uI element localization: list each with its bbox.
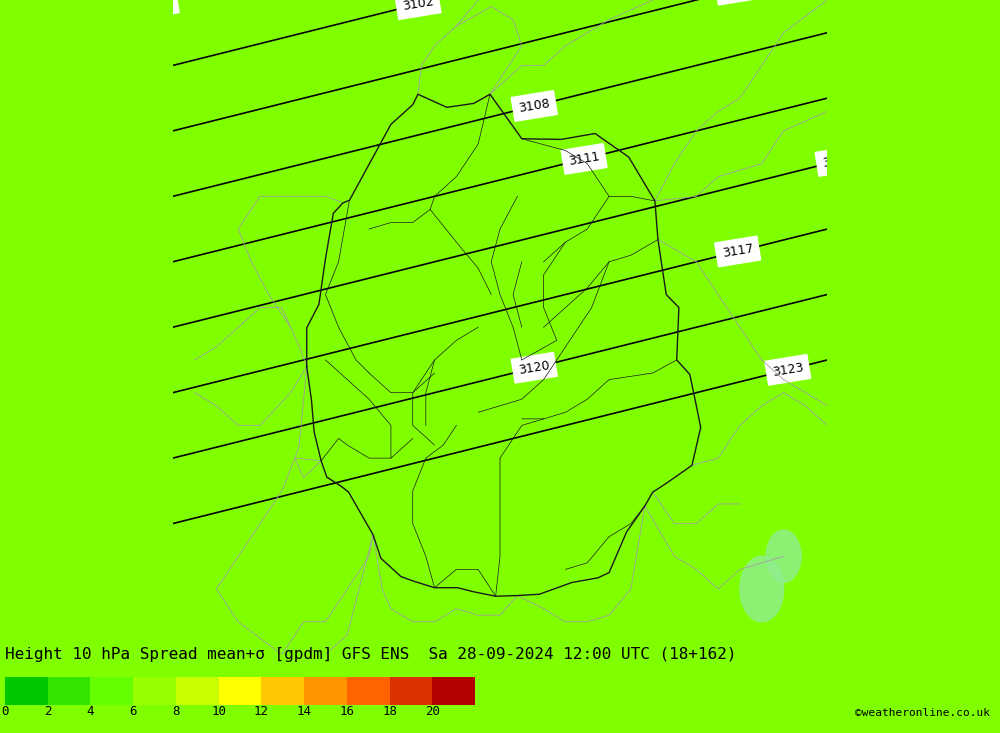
Text: 3123: 3123 [771,361,804,379]
Circle shape [740,556,784,622]
Text: 14: 14 [297,705,312,718]
Text: 2: 2 [44,705,51,718]
Bar [219,677,261,705]
Text: ©weatheronline.co.uk: ©weatheronline.co.uk [855,708,990,718]
Bar [304,677,347,705]
Text: 10: 10 [211,705,226,718]
Bar [176,677,219,705]
Bar [48,677,90,705]
Bar [390,677,432,705]
Text: 4: 4 [87,705,94,718]
Text: 3120: 3120 [518,358,551,377]
Circle shape [766,530,801,583]
Bar [90,677,133,705]
Text: 18: 18 [382,705,397,718]
Bar [347,677,390,705]
Text: 12: 12 [254,705,269,718]
Bar [5,677,48,705]
Bar [133,677,176,705]
Text: Height 10 hPa Spread mean+σ [gpdm] GFS ENS  Sa 28-09-2024 12:00 UTC (18+162): Height 10 hPa Spread mean+σ [gpdm] GFS E… [5,647,736,661]
Text: 0: 0 [1,705,9,718]
Text: 16: 16 [339,705,354,718]
Bar [261,677,304,705]
Text: 3108: 3108 [518,97,551,115]
Text: 3114: 3114 [821,152,855,170]
Text: 3102: 3102 [401,0,435,13]
Text: 3099: 3099 [139,0,173,13]
Text: 3117: 3117 [721,243,754,260]
Text: 6: 6 [129,705,137,718]
Text: 8: 8 [172,705,180,718]
Bar [432,677,475,705]
Text: 3111: 3111 [568,150,601,168]
Text: 20: 20 [425,705,440,718]
